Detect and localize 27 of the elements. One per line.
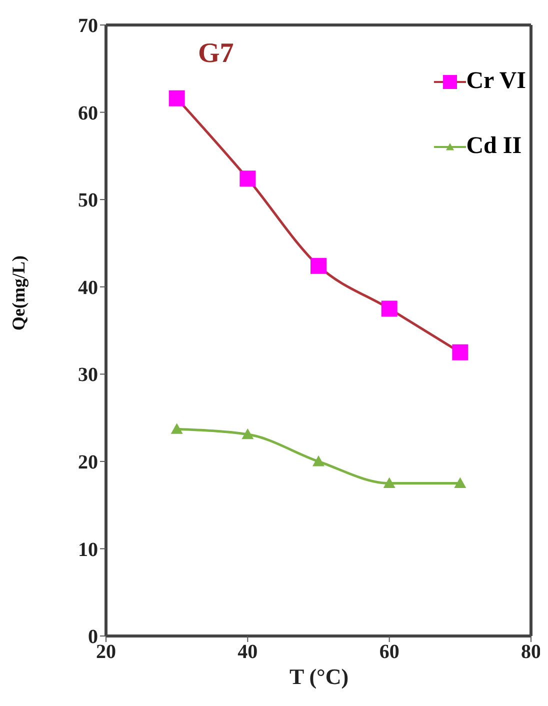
y-tick-label: 10	[78, 538, 98, 561]
point	[452, 344, 468, 360]
x-tick-label: 20	[96, 641, 116, 664]
y-tick-label: 60	[78, 102, 98, 124]
point	[242, 428, 254, 440]
y-tick-label: 30	[78, 364, 98, 386]
point	[170, 423, 183, 434]
point	[310, 258, 326, 274]
point	[240, 170, 256, 187]
x-tick-label: 80	[521, 641, 541, 664]
x-tick-label: 40	[238, 641, 258, 664]
point	[312, 455, 324, 466]
point	[168, 90, 185, 106]
point	[381, 300, 398, 317]
legend-label: Cr VI	[466, 68, 526, 95]
point	[383, 477, 396, 488]
y-tick-label: 70	[78, 15, 98, 38]
x-axis-title: T (°C)	[288, 664, 350, 690]
x-tick-label: 60	[379, 641, 400, 664]
point	[454, 477, 466, 488]
y-tick-label: 40	[78, 276, 98, 299]
legend-label: Cd II	[466, 133, 522, 160]
y-tick-label: 20	[78, 452, 98, 474]
y-axis-title: Qe(mg/L)	[8, 256, 28, 330]
text: G7	[198, 38, 234, 70]
y-tick-label: 50	[78, 190, 98, 212]
y-tick-label: 0	[88, 626, 98, 648]
